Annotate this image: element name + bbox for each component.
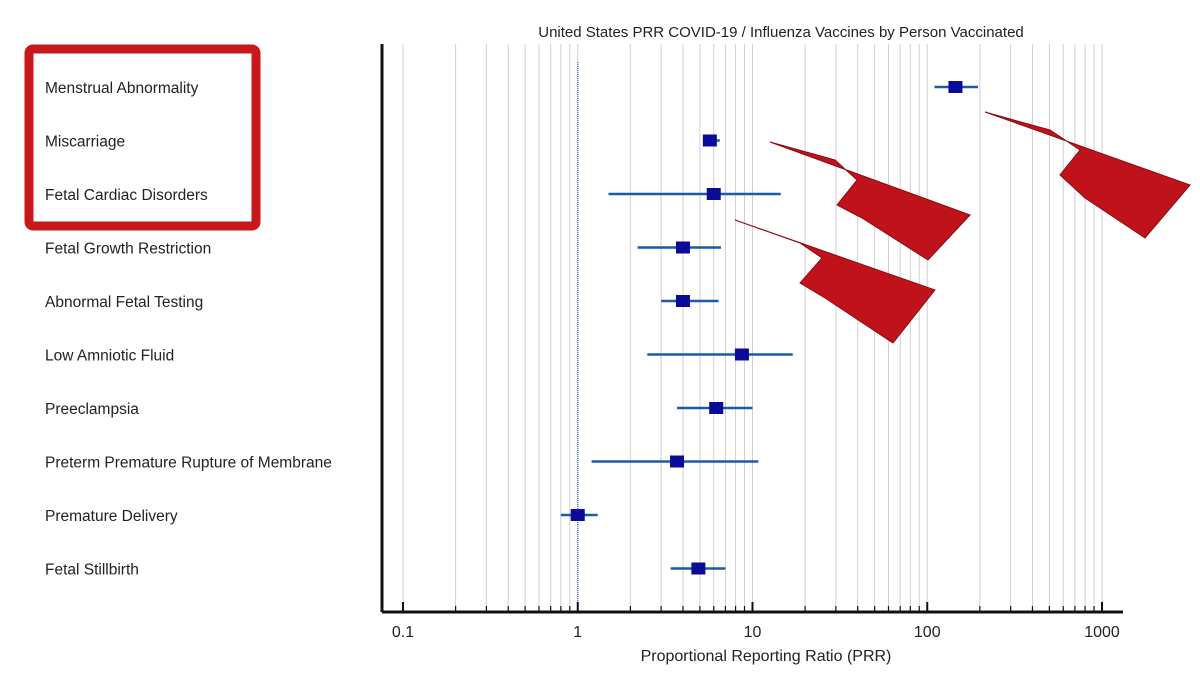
point-estimate-marker xyxy=(702,134,717,147)
row-label: Low Amniotic Fluid xyxy=(45,348,174,365)
chart-title: United States PRR COVID-19 / Influenza V… xyxy=(538,24,1024,41)
row-label: Menstrual Abnormality xyxy=(45,80,199,97)
row-label: Preeclampsia xyxy=(45,401,139,418)
x-tick-label: 0.1 xyxy=(392,624,414,641)
point-estimate-marker xyxy=(706,188,721,200)
point-estimate-marker xyxy=(948,81,963,93)
row-label: Fetal Stillbirth xyxy=(45,562,139,579)
row-label: Preterm Premature Rupture of Membrane xyxy=(45,455,332,472)
row-label: Premature Delivery xyxy=(45,508,178,525)
row-label: Abnormal Fetal Testing xyxy=(45,294,203,311)
pointer-arrow-icon xyxy=(734,219,936,344)
point-estimate-marker xyxy=(570,509,585,521)
point-estimate-marker xyxy=(709,402,724,414)
row-label: Fetal Cardiac Disorders xyxy=(45,187,208,204)
highlight-box xyxy=(24,44,261,231)
x-axis-label: Proportional Reporting Ratio (PRR) xyxy=(641,648,892,665)
point-estimate-marker xyxy=(675,295,690,307)
pointer-arrow-icon xyxy=(769,141,971,261)
x-tick-label: 1000 xyxy=(1084,624,1120,641)
row-label: Fetal Growth Restriction xyxy=(45,241,211,258)
point-estimate-marker xyxy=(670,455,685,468)
point-estimate-marker xyxy=(734,348,749,361)
pointer-arrow-icon xyxy=(984,111,1191,239)
point-estimate-marker xyxy=(691,562,706,575)
point-estimate-marker xyxy=(675,241,690,254)
row-label: Miscarriage xyxy=(45,134,125,151)
x-tick-label: 1 xyxy=(573,624,582,641)
x-tick-label: 100 xyxy=(914,624,941,641)
x-tick-label: 10 xyxy=(744,624,762,641)
